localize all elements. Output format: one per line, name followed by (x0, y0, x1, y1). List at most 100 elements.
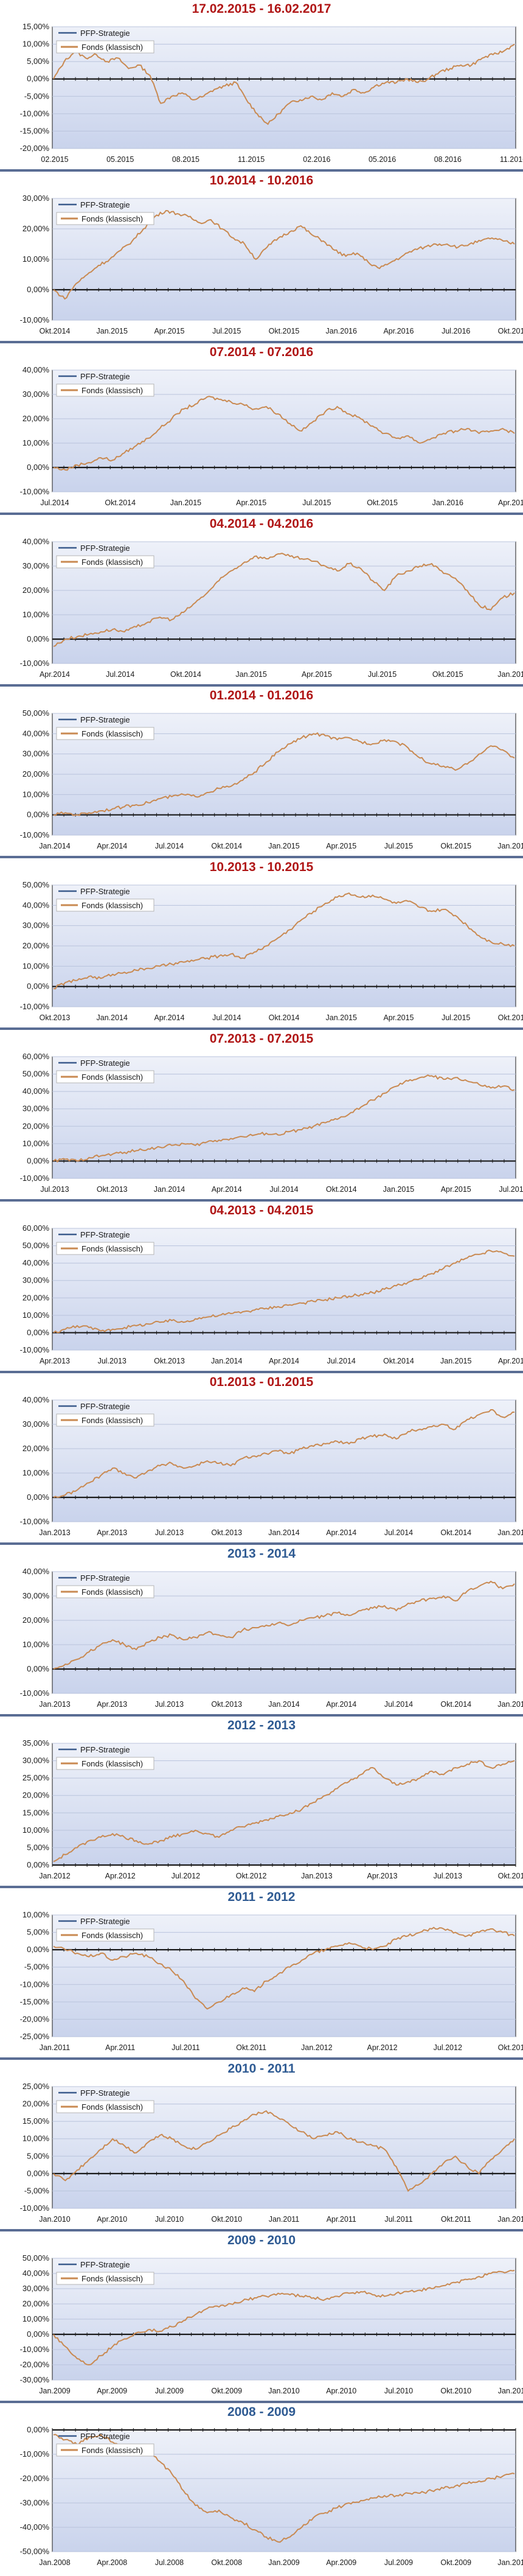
chart-title: 01.2014 - 01.2016 (209, 688, 314, 702)
x-tick-label: Apr.2014 (326, 1700, 356, 1709)
x-tick-label: Okt.2014 (440, 1528, 471, 1537)
x-tick-label: 08.2016 (434, 155, 462, 164)
y-tick-label: 30,00% (23, 1276, 50, 1285)
y-tick-label: 0,00% (27, 74, 49, 83)
legend-label-strategy: PFP-Strategie (80, 2432, 130, 2441)
x-tick-label: Jan.2011 (269, 2215, 300, 2224)
line-chart: -10,00% 0,00% 10,00% 20,00% 30,00% 40,00% 50,0… (20, 709, 523, 850)
line-chart: -10,00% 0,00% 10,00% 20,00% 30,00% 40,00% 50,0… (20, 880, 523, 1022)
fund-series-line (53, 553, 515, 647)
legend: PFP-Strategie Fonds (klassisch) (56, 29, 154, 54)
x-tick-label: Jul.2014 (212, 1013, 241, 1022)
x-tick-label: Jul.2010 (155, 2215, 184, 2224)
x-tick-label: Jul.2009 (384, 2558, 413, 2567)
y-tick-label: 5,00% (27, 1928, 49, 1937)
panel-divider (0, 1027, 523, 1030)
legend-label-strategy: PFP-Strategie (80, 29, 130, 38)
legend-label-fund: Fonds (klassisch) (81, 2274, 143, 2283)
panel-divider (0, 1886, 523, 1888)
chart-title: 10.2013 - 10.2015 (209, 860, 314, 874)
y-tick-label: -10,00% (20, 2449, 50, 2459)
x-tick-label: Okt.2014 (440, 1700, 471, 1709)
x-tick-label: Jul.2012 (434, 2043, 462, 2052)
legend: PFP-Strategie Fonds (klassisch) (56, 200, 154, 225)
y-tick-label: 10,00% (23, 438, 50, 447)
legend-fund-box (56, 1413, 154, 1427)
fund-series-line (53, 209, 515, 300)
legend-label-fund: Fonds (klassisch) (81, 1416, 143, 1425)
chart-panel: 2009 - 2010 -30,00% -20,00% -10,00% 0,00% 10,… (0, 2231, 523, 2403)
x-tick-label: Okt.2013 (211, 1700, 242, 1709)
legend-label-strategy: PFP-Strategie (80, 200, 130, 209)
x-tick-label: Apr.2014 (40, 670, 70, 679)
x-tick-label: Jul.2013 (155, 1528, 184, 1537)
legend-fund-box (56, 2272, 154, 2285)
y-tick-label: 20,00% (23, 2099, 50, 2109)
x-tick-label: Jan.2016 (326, 327, 357, 335)
x-tick-label: Jul.2011 (384, 2215, 412, 2224)
x-tick-label: Jan.2016 (497, 842, 523, 850)
x-tick-label: Jan.2014 (268, 1700, 299, 1709)
x-tick-label: 05.2016 (369, 155, 396, 164)
chart-title: 2009 - 2010 (227, 2233, 296, 2247)
y-tick-label: 25,00% (23, 1773, 50, 1782)
x-tick-label: Apr.2013 (367, 1872, 398, 1880)
legend-label-fund: Fonds (klassisch) (81, 1759, 143, 1768)
y-tick-label: -10,00% (20, 1002, 50, 1011)
legend-label-fund: Fonds (klassisch) (81, 901, 143, 910)
x-tick-label: Jan.2015 (497, 1528, 523, 1537)
x-tick-label: Okt.2014 (40, 327, 71, 335)
legend-fund-box (56, 555, 154, 569)
x-tick-label: Jan.2016 (432, 499, 463, 507)
y-tick-label: 0,00% (27, 1860, 49, 1869)
x-tick-label: Apr.2014 (154, 1013, 184, 1022)
y-tick-label: 20,00% (23, 1444, 50, 1453)
chart-title: 2012 - 2013 (227, 1718, 296, 1732)
x-tick-label: Okt.2015 (440, 842, 471, 850)
x-tick-label: Apr.2012 (105, 1872, 136, 1880)
y-tick-label: 30,00% (23, 1756, 50, 1765)
y-tick-label: -10,00% (20, 2345, 50, 2354)
chart-panel: 2013 - 2014 -10,00% 0,00% 10,00% 20,00% 30,00… (0, 1545, 523, 1717)
x-tick-label: Jul.2013 (40, 1185, 69, 1194)
panel-divider (0, 1714, 523, 1717)
y-tick-label: -15,00% (20, 1997, 50, 2006)
legend-fund-box (56, 40, 154, 54)
x-tick-label: Jan.2014 (268, 1528, 299, 1537)
x-tick-label: Jan.2009 (268, 2558, 299, 2567)
legend-fund-box (56, 898, 154, 912)
x-tick-label: Apr.2011 (327, 2215, 356, 2224)
legend: PFP-Strategie Fonds (klassisch) (56, 1059, 154, 1083)
x-tick-label: Jul.2011 (171, 2043, 199, 2052)
x-tick-label: Jul.2014 (327, 1357, 356, 1365)
y-tick-label: -30,00% (20, 2498, 50, 2507)
y-tick-label: 20,00% (23, 586, 50, 595)
x-tick-label: Jul.2015 (499, 1185, 523, 1194)
y-tick-label: 40,00% (23, 2269, 50, 2278)
legend: PFP-Strategie Fonds (klassisch) (56, 1573, 154, 1598)
legend-label-strategy: PFP-Strategie (80, 2088, 130, 2098)
y-tick-label: 5,00% (27, 2151, 49, 2160)
x-tick-label: Apr.2015 (236, 499, 266, 507)
y-tick-label: 10,00% (23, 1139, 50, 1148)
y-tick-label: 0,00% (27, 634, 49, 643)
x-tick-label: Okt.2010 (211, 2215, 242, 2224)
y-tick-label: 60,00% (23, 1052, 50, 1061)
fund-series-line (53, 1409, 514, 1498)
x-tick-label: Okt.2014 (326, 1185, 357, 1194)
y-tick-label: 0,00% (27, 2329, 49, 2339)
y-tick-label: -10,00% (20, 109, 50, 118)
line-chart: -25,00% -20,00% -15,00% -10,00% -5,00% 0,00% 5… (20, 1910, 523, 2052)
x-tick-label: Okt.2015 (269, 327, 300, 335)
chart-title: 07.2013 - 07.2015 (209, 1032, 314, 1046)
legend-fund-box (56, 1242, 154, 1255)
y-tick-label: 0,00% (27, 1945, 49, 1954)
x-tick-label: Okt.2013 (211, 1528, 242, 1537)
chart-panel: 04.2014 - 04.2016 -10,00% 0,00% 10,00% 20,00… (0, 515, 523, 687)
x-tick-label: Okt.2014 (105, 499, 136, 507)
x-tick-label: Jul.2014 (384, 1528, 413, 1537)
legend-label-strategy: PFP-Strategie (80, 1917, 130, 1926)
x-tick-label: Jan.2014 (154, 1185, 185, 1194)
y-tick-label: 10,00% (23, 1910, 50, 1919)
x-tick-label: Jan.2016 (497, 670, 523, 679)
